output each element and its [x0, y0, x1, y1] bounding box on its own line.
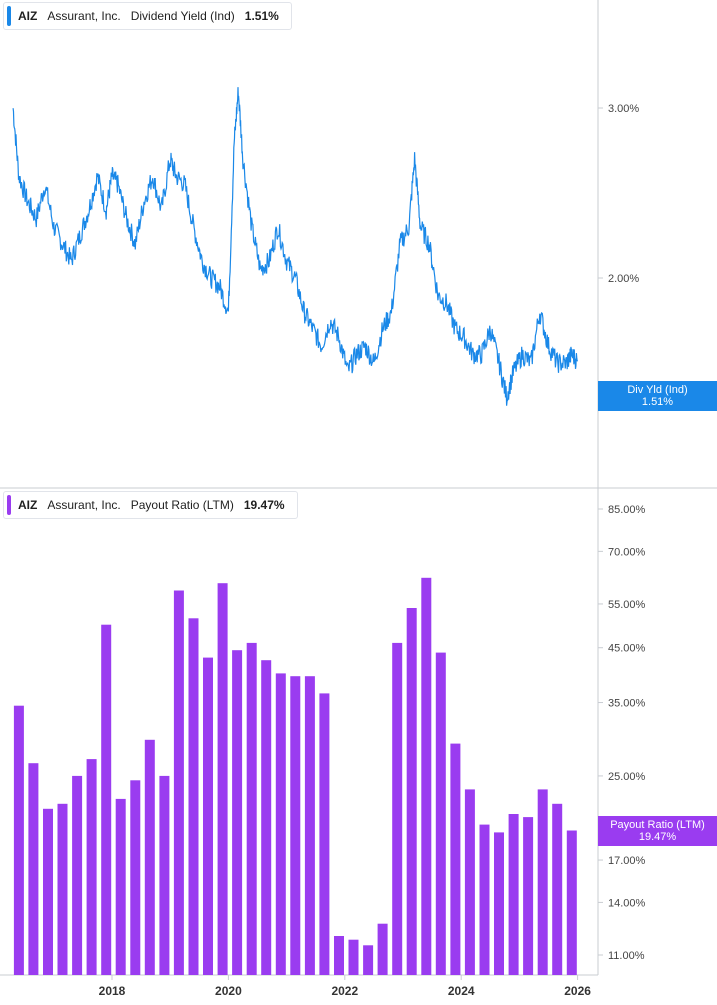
flag-value: 1.51% — [641, 396, 674, 408]
payout-bar — [188, 618, 199, 975]
y-tick-label: 14.00% — [608, 897, 646, 909]
flag-value: 19.47% — [638, 831, 677, 843]
payout-legend: AIZ Assurant, Inc. Payout Ratio (LTM) 19… — [3, 491, 298, 519]
payout-bar — [13, 705, 24, 975]
y-tick-label: 25.00% — [608, 771, 646, 783]
yield-line — [12, 87, 579, 406]
yield-legend-swatch — [7, 6, 11, 26]
payout-bar — [552, 803, 563, 975]
y-tick-label: 3.00% — [608, 103, 639, 115]
payout-bar — [304, 676, 315, 975]
payout-bar — [450, 743, 461, 975]
payout-bar — [406, 608, 417, 975]
x-tick-label: 2018 — [99, 984, 126, 998]
payout-bar — [43, 808, 53, 975]
flag-label: Div Yld (Ind) — [627, 384, 688, 396]
payout-bar — [523, 817, 534, 975]
yield-axis-ticks: 3.00% 2.00% — [598, 103, 639, 285]
payout-bar — [363, 945, 374, 975]
x-tick-label: 2020 — [215, 984, 242, 998]
payout-bar — [435, 652, 446, 975]
y-tick-label: 70.00% — [608, 546, 646, 558]
payout-bar — [290, 676, 301, 975]
payout-bar — [494, 832, 504, 975]
payout-bar — [261, 660, 272, 975]
payout-bar — [464, 789, 475, 975]
payout-bar — [232, 650, 243, 975]
y-tick-label: 55.00% — [608, 599, 646, 611]
payout-bar — [57, 803, 68, 975]
y-tick-label: 11.00% — [608, 950, 645, 962]
payout-legend-swatch — [7, 495, 11, 515]
payout-bar — [348, 939, 359, 975]
legend-company: Assurant, Inc. — [47, 9, 121, 23]
dividend-yield-panel — [12, 87, 579, 406]
yield-current-flag: Div Yld (Ind) 1.51% — [598, 381, 717, 411]
x-tick-label: 2024 — [448, 984, 475, 998]
y-tick-label: 17.00% — [608, 855, 646, 867]
legend-series: Payout Ratio (LTM) — [130, 498, 234, 512]
flag-label: Payout Ratio (LTM) — [610, 819, 705, 831]
x-tick-label: 2022 — [331, 984, 358, 998]
legend-ticker: AIZ — [18, 498, 38, 512]
payout-bar — [159, 775, 170, 975]
payout-bar — [173, 590, 184, 975]
y-tick-label: 45.00% — [608, 643, 646, 655]
legend-ticker: AIZ — [18, 9, 38, 23]
payout-bar — [334, 936, 344, 975]
legend-value: 1.51% — [244, 9, 279, 23]
payout-ratio-panel — [13, 577, 577, 975]
payout-bar — [115, 798, 126, 975]
payout-bar — [537, 789, 548, 975]
legend-series: Dividend Yield (Ind) — [130, 9, 235, 23]
x-axis-ticks: 2018 2020 2022 2024 2026 — [99, 975, 591, 998]
payout-bar — [246, 642, 257, 975]
payout-axis-ticks: 85.00% 70.00% 55.00% 45.00% 35.00% 25.00% 17.0… — [598, 504, 646, 962]
payout-bar — [144, 739, 155, 975]
payout-bar — [72, 775, 83, 975]
payout-bar — [392, 642, 403, 975]
payout-bar — [566, 830, 577, 975]
legend-company: Assurant, Inc. — [47, 498, 121, 512]
payout-current-flag: Payout Ratio (LTM) 19.47% — [598, 816, 717, 846]
x-tick-label: 2026 — [564, 984, 591, 998]
legend-value: 19.47% — [243, 498, 285, 512]
payout-bar — [203, 657, 213, 975]
payout-bar — [421, 577, 432, 975]
payout-bar — [28, 763, 39, 975]
payout-bar — [319, 693, 330, 975]
y-tick-label: 35.00% — [608, 698, 646, 710]
payout-bar — [508, 814, 519, 975]
payout-bar — [86, 759, 97, 975]
payout-bar — [377, 923, 388, 975]
yield-legend: AIZ Assurant, Inc. Dividend Yield (Ind) … — [3, 2, 292, 30]
payout-bar — [130, 780, 141, 975]
y-tick-label: 2.00% — [608, 273, 639, 285]
payout-bar — [101, 624, 112, 975]
payout-bar — [217, 583, 228, 975]
payout-bar — [275, 673, 286, 975]
payout-bar — [479, 824, 490, 975]
y-tick-label: 85.00% — [608, 504, 646, 516]
